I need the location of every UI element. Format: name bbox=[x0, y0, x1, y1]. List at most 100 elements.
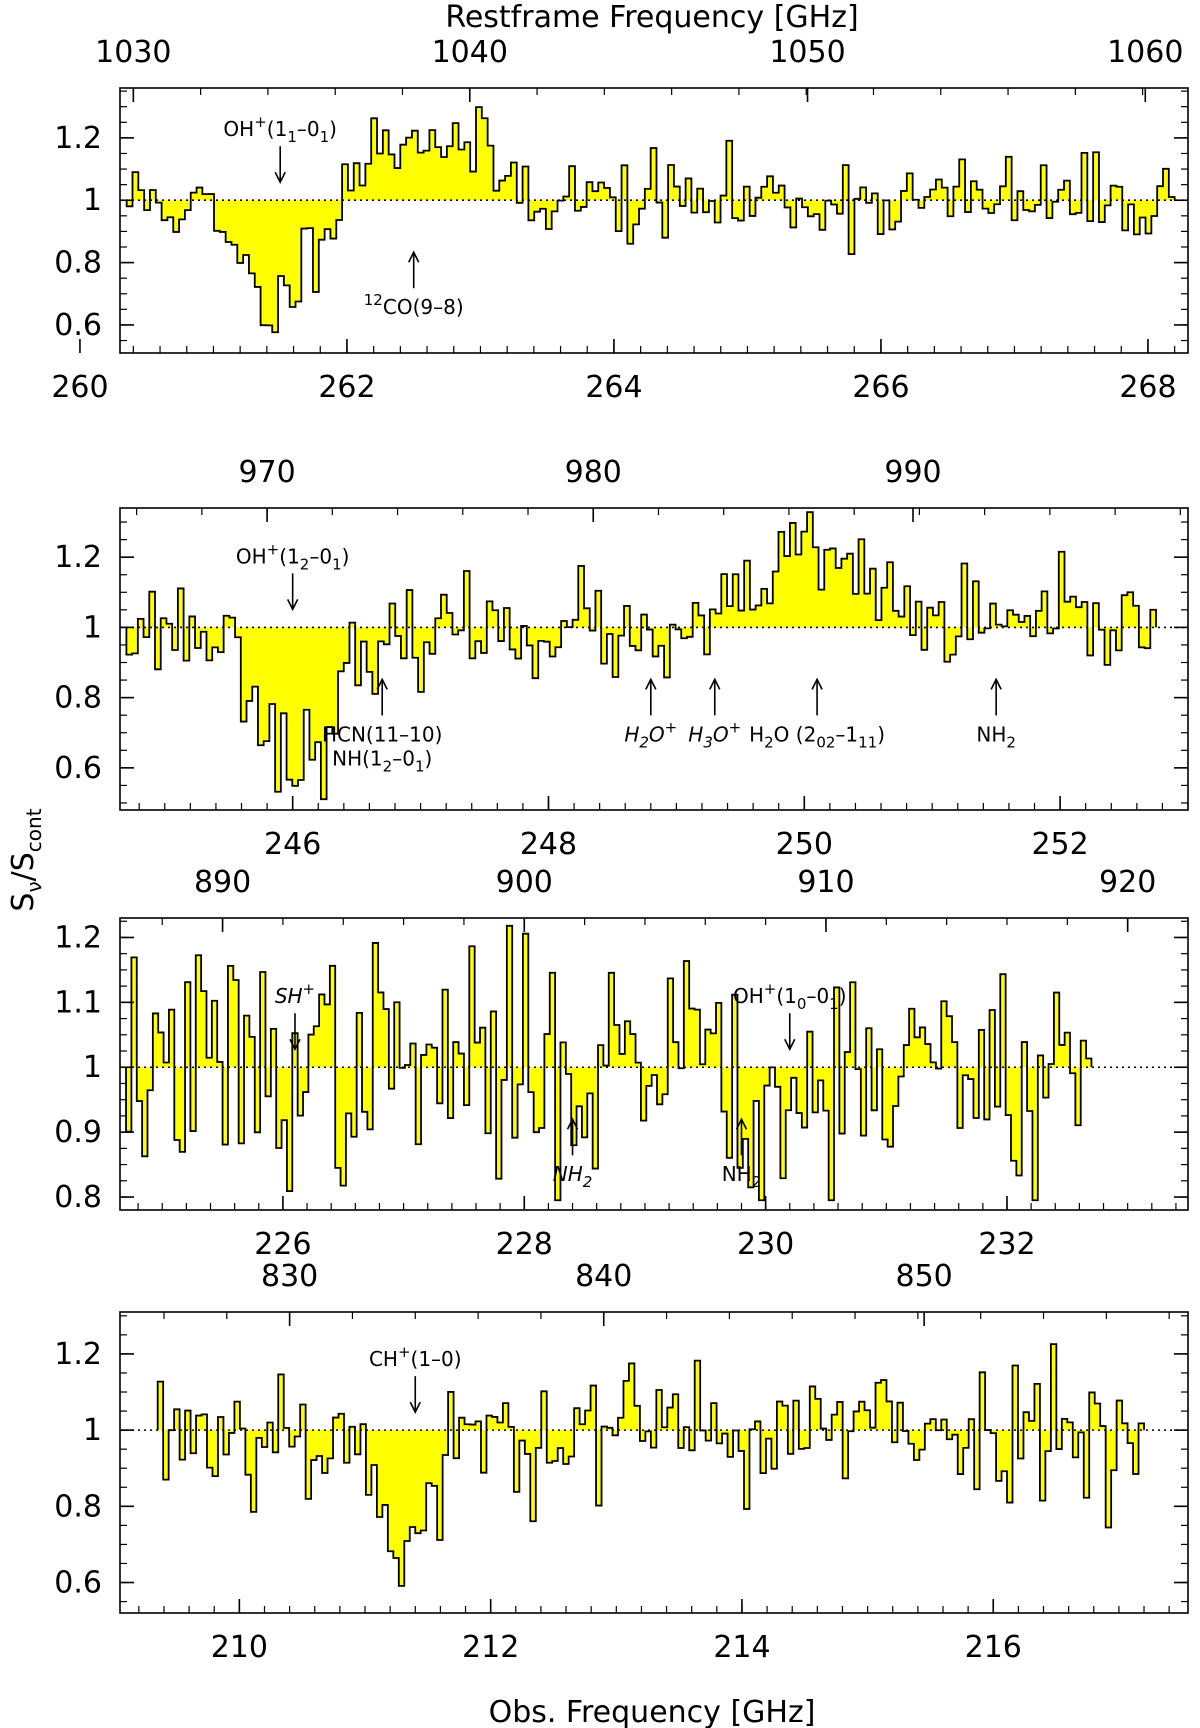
spectrum-bin bbox=[446, 612, 453, 628]
spectrum-bin bbox=[501, 1067, 508, 1080]
spectrum-bin bbox=[223, 615, 230, 628]
spectrum-bin bbox=[1001, 1430, 1008, 1472]
spectrum-bin bbox=[858, 539, 865, 628]
y-tick-label: 1 bbox=[83, 183, 102, 218]
spectrum-bin bbox=[738, 610, 745, 628]
spectrum-bin bbox=[222, 1067, 229, 1145]
spectrum-bin bbox=[388, 1067, 395, 1089]
spectrum-bin bbox=[617, 1417, 624, 1431]
spectrum-fill bbox=[126, 107, 1176, 333]
panel-1: 0.6 0.8 1 1.2 260 262 264 266 268 1030 1040 1050 106… bbox=[51, 35, 1189, 405]
spectrum-bin bbox=[458, 1053, 465, 1068]
spectrum-bin bbox=[539, 1067, 545, 1129]
spectrum-bin bbox=[955, 627, 962, 637]
spectrum-bin bbox=[634, 1405, 641, 1431]
spectrum-bin bbox=[167, 200, 174, 218]
spectrum-bin bbox=[704, 627, 711, 655]
y-title-s: S bbox=[6, 893, 41, 912]
spectrum-bin bbox=[301, 200, 308, 229]
spectrum-bin bbox=[644, 188, 652, 201]
spectrum-bin bbox=[423, 627, 430, 643]
spectrum-bin bbox=[716, 1430, 723, 1444]
spectrum-bin bbox=[557, 1430, 564, 1449]
spectrum-bin bbox=[772, 192, 780, 201]
spectrum-bin bbox=[847, 553, 854, 628]
x-tick-label: 248 bbox=[520, 827, 577, 862]
spectrum-bin bbox=[217, 627, 225, 653]
spectrum-bin bbox=[305, 1430, 312, 1499]
spectrum-bin bbox=[335, 1067, 341, 1168]
spectrum-bin bbox=[1138, 627, 1145, 648]
spectrum-bin bbox=[732, 574, 739, 628]
spectrum-bin bbox=[238, 1067, 245, 1144]
spectrum-bin bbox=[544, 1034, 551, 1068]
spectrum-bin bbox=[726, 140, 733, 201]
spectrum-bin bbox=[195, 955, 202, 1068]
spectrum-bin bbox=[749, 200, 756, 216]
spectrum-bin bbox=[754, 1421, 761, 1431]
spectrum-bin bbox=[212, 1430, 219, 1477]
spectrum-bin bbox=[372, 627, 379, 694]
spectrum-bin bbox=[404, 1064, 411, 1068]
spectrum-bin bbox=[1081, 152, 1088, 201]
spectrum-bin bbox=[549, 627, 556, 657]
spectrum-bin bbox=[635, 627, 642, 651]
spectrum-bin bbox=[442, 989, 449, 1068]
top-tick-label: 1050 bbox=[769, 35, 845, 70]
spectrum-bin bbox=[509, 627, 516, 650]
x-tick-label: 266 bbox=[852, 370, 909, 405]
spectrum-bin bbox=[608, 972, 615, 1068]
spectrum-bin bbox=[994, 1067, 1001, 1107]
spectrum-bin bbox=[727, 1430, 734, 1457]
x-tick-label: 250 bbox=[776, 827, 833, 862]
spectrum-bin bbox=[435, 147, 442, 201]
spectrum-bin bbox=[437, 1067, 443, 1104]
spectrum-bin bbox=[673, 1042, 679, 1068]
spectrum-bin bbox=[586, 182, 593, 201]
spectrum-bin bbox=[950, 627, 957, 655]
spectrum-bin bbox=[689, 1008, 695, 1068]
spectrum-bin bbox=[329, 965, 336, 1068]
spectrum-bin bbox=[842, 165, 850, 201]
spectrum-bin bbox=[972, 581, 980, 628]
spectrum-bin bbox=[1072, 1430, 1079, 1458]
spectrum-bin bbox=[298, 627, 305, 780]
spectrum-bin bbox=[850, 982, 856, 1068]
spectrum-bin bbox=[1040, 165, 1047, 201]
spectrum-bin bbox=[208, 194, 215, 201]
spectrum-bin bbox=[1053, 992, 1060, 1068]
spectrum-bin bbox=[265, 1067, 272, 1097]
y-tick-label: 1.2 bbox=[54, 121, 102, 156]
spectrum-bin bbox=[563, 196, 570, 201]
spectrum-bin bbox=[303, 1067, 309, 1093]
spectrum-bin bbox=[624, 1021, 631, 1068]
spectrum-bin bbox=[190, 1430, 197, 1454]
x-tick-label: 232 bbox=[978, 1227, 1035, 1262]
spectrum-bin bbox=[640, 1067, 647, 1121]
spectrum-bin bbox=[596, 1430, 602, 1506]
spectrum-bin bbox=[486, 1415, 493, 1431]
line-annotation: OH+(11–01) bbox=[223, 113, 337, 185]
spectrum-bin bbox=[429, 130, 436, 201]
spectrum-bin bbox=[871, 193, 879, 201]
spectrum-bin bbox=[459, 1417, 465, 1431]
spectrum-bin bbox=[492, 610, 499, 628]
spectrum-bin bbox=[183, 627, 190, 661]
spectrum-bin bbox=[935, 179, 943, 201]
line-annotation: OH+(10–01) bbox=[733, 980, 847, 1052]
spectrum-bin bbox=[807, 200, 815, 217]
spectrum-bin bbox=[852, 593, 859, 628]
spectrum-bin bbox=[990, 603, 997, 628]
annotation-label: CH+(1–0) bbox=[369, 1343, 462, 1371]
spectrum-bin bbox=[378, 627, 385, 642]
spectrum-bin bbox=[1030, 627, 1037, 637]
spectrum-bin bbox=[283, 200, 291, 286]
spectrum-bin bbox=[179, 1067, 186, 1152]
spectrum-bin bbox=[979, 1372, 986, 1431]
annotations: SH+ OH+(10–01) NH2 NH2 bbox=[275, 980, 847, 1191]
spectrum-bin bbox=[344, 1430, 350, 1463]
spectrum-bin bbox=[136, 1067, 143, 1102]
spectrum-bin bbox=[394, 168, 401, 201]
spectrum-bin bbox=[409, 1430, 416, 1528]
spectrum-bin bbox=[519, 1430, 526, 1441]
